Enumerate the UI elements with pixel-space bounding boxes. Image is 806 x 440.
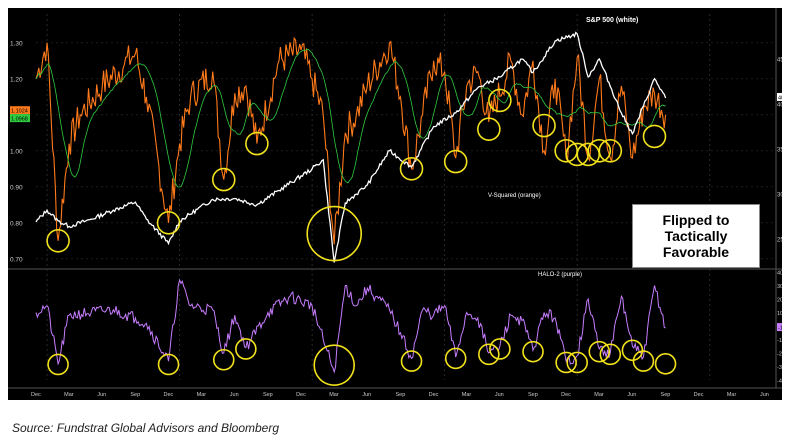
x-tick-label: Mar bbox=[462, 392, 472, 398]
left-tick-label: 0.80 bbox=[10, 220, 23, 227]
x-tick-label: Sep bbox=[661, 392, 671, 398]
chart-svg: S&P 500 (white) V-Squared (orange) HALO-… bbox=[8, 8, 782, 398]
halo-highlight-circle bbox=[555, 351, 577, 374]
left-tick-label: 1.20 bbox=[10, 76, 23, 83]
vsquared-highlight-circle bbox=[46, 229, 70, 253]
halo-highlight-circle bbox=[621, 339, 644, 362]
right-tick-label: 2500 bbox=[777, 238, 782, 244]
orange-last-value: 1.1024 bbox=[11, 109, 28, 115]
callout-text: Flipped to Tactically Favorable bbox=[662, 212, 730, 260]
halo-highlight-circle bbox=[654, 352, 677, 375]
x-tick-label: Sep bbox=[528, 392, 538, 398]
x-tick-label: Dec bbox=[31, 392, 41, 398]
halo-highlight-circle bbox=[489, 338, 511, 360]
right-tick-label: 4500 bbox=[777, 58, 782, 64]
halo-highlight-circle bbox=[478, 343, 500, 366]
vsquared-highlight-circle bbox=[156, 211, 181, 235]
vsquared-highlight-circle bbox=[211, 167, 236, 192]
halo-highlight-circle bbox=[444, 347, 467, 370]
x-tick-label: Jun bbox=[760, 392, 769, 398]
vsquared-highlight-circle bbox=[399, 157, 424, 181]
halo-tick-label: 400 bbox=[777, 271, 782, 277]
vsquared-highlight-circle bbox=[532, 113, 556, 138]
halo-highlight-circle bbox=[313, 344, 356, 386]
moving-average-line bbox=[35, 48, 666, 188]
vsquared-highlight-circle bbox=[443, 149, 468, 174]
vsquared-highlight-circle bbox=[306, 205, 363, 262]
x-tick-label: Mar bbox=[329, 392, 339, 398]
halo-tick-label: -100 bbox=[777, 338, 782, 344]
halo-tick-label: 300 bbox=[777, 284, 782, 290]
halo-last-value-bg bbox=[777, 323, 782, 332]
vsquared-highlight-circle bbox=[598, 139, 623, 163]
orange-last-value-bg bbox=[10, 106, 30, 115]
halo-highlight-circle bbox=[566, 351, 588, 374]
right-tick-label: 4000 bbox=[777, 103, 782, 109]
x-tick-label: Mar bbox=[197, 392, 207, 398]
halo-highlight-circle bbox=[400, 350, 423, 372]
callout-box: Flipped to Tactically Favorable bbox=[632, 204, 760, 268]
right-tick-label: 3500 bbox=[777, 148, 782, 154]
sp500-last-value-bg bbox=[777, 92, 782, 101]
vsquared-highlight-circle bbox=[245, 131, 269, 156]
x-tick-label: Jun bbox=[627, 392, 636, 398]
halo-tick-label: -400 bbox=[777, 379, 782, 385]
source-note: Source: Fundstrat Global Advisors and Bl… bbox=[12, 421, 280, 435]
halo-tick-label: -300 bbox=[777, 365, 782, 371]
x-tick-label: Sep bbox=[263, 392, 273, 398]
x-tick-label: Jun bbox=[495, 392, 504, 398]
vsquared-highlight-circle bbox=[642, 124, 667, 149]
left-tick-label: 0.70 bbox=[10, 256, 23, 263]
halo-line bbox=[35, 278, 666, 374]
green-last-value-bg bbox=[10, 114, 30, 123]
halo-tick-label: 100 bbox=[777, 311, 782, 317]
vsquared-line bbox=[35, 36, 667, 245]
halo-last-value: -15.3 bbox=[778, 326, 782, 332]
x-tick-label: Mar bbox=[64, 392, 74, 398]
vsquared-highlight-circle bbox=[587, 139, 612, 163]
halo-highlight-circle bbox=[212, 348, 235, 371]
halo-tick-label: -200 bbox=[777, 352, 782, 358]
chart-frame: S&P 500 (white) V-Squared (orange) HALO-… bbox=[8, 8, 782, 400]
vsquared-highlight-circle bbox=[477, 117, 501, 141]
halo-highlight-circle bbox=[632, 350, 655, 372]
halo-highlight-circle bbox=[157, 353, 180, 376]
x-tick-label: Dec bbox=[429, 392, 439, 398]
halo-tick-label: 200 bbox=[777, 298, 782, 304]
sp500-last-value: 4067 bbox=[778, 95, 782, 101]
halo-highlight-circle bbox=[599, 343, 622, 366]
halo-highlight-circle bbox=[588, 340, 611, 363]
halo-series-label: HALO-2 (purple) bbox=[538, 272, 582, 278]
green-last-value: 1.0968 bbox=[11, 117, 28, 123]
left-tick-label: 0.90 bbox=[10, 184, 23, 191]
left-tick-label: 1.00 bbox=[10, 148, 23, 155]
x-tick-label: Sep bbox=[395, 392, 405, 398]
x-tick-label: Dec bbox=[694, 392, 704, 398]
x-tick-label: Jun bbox=[362, 392, 371, 398]
x-tick-label: Dec bbox=[164, 392, 174, 398]
right-tick-label: 3000 bbox=[777, 193, 782, 199]
vsquared-series-label: V-Squared (orange) bbox=[488, 193, 541, 199]
x-tick-label: Dec bbox=[296, 392, 306, 398]
halo-highlight-circle bbox=[47, 353, 69, 376]
x-tick-label: Dec bbox=[561, 392, 571, 398]
sp500-line bbox=[35, 31, 667, 263]
halo-highlight-circle bbox=[235, 338, 257, 360]
x-tick-label: Sep bbox=[130, 392, 140, 398]
top-chart-title: S&P 500 (white) bbox=[586, 17, 638, 24]
vsquared-highlight-circle bbox=[488, 88, 512, 113]
x-tick-label: Jun bbox=[230, 392, 239, 398]
left-tick-label: 1.30 bbox=[10, 40, 23, 47]
x-tick-label: Jun bbox=[97, 392, 106, 398]
halo-highlight-circle bbox=[522, 340, 544, 363]
x-tick-label: Mar bbox=[727, 392, 737, 398]
x-tick-label: Mar bbox=[594, 392, 604, 398]
